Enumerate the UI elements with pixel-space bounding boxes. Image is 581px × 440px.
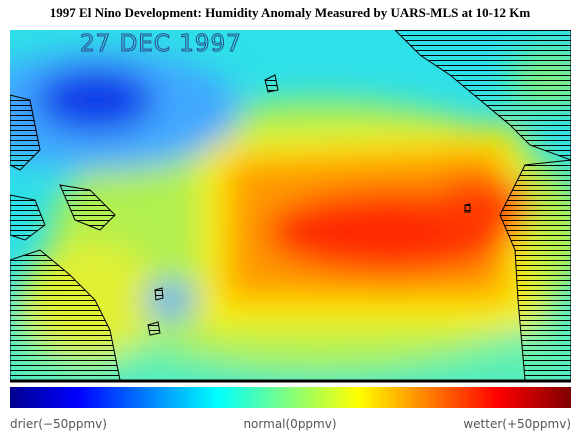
land <box>10 194 46 241</box>
land <box>394 30 571 161</box>
colorbar-label: normal(0ppmv) <box>243 417 336 431</box>
land <box>10 249 121 380</box>
land <box>264 74 279 93</box>
land <box>10 94 41 171</box>
land <box>147 321 161 336</box>
land <box>154 287 164 301</box>
land <box>59 184 116 231</box>
colorbar <box>10 387 571 408</box>
colorbar-label: drier(−50ppmv) <box>10 417 107 431</box>
land <box>499 159 571 380</box>
colorbar-label: wetter(+50ppmv) <box>463 417 571 431</box>
land <box>464 203 471 213</box>
date-label: 27 DEC 1997 <box>80 31 242 57</box>
title: 1997 El Nino Development: Humidity Anoma… <box>50 5 531 20</box>
humidity-map: 27 DEC 1997 <box>10 30 571 380</box>
